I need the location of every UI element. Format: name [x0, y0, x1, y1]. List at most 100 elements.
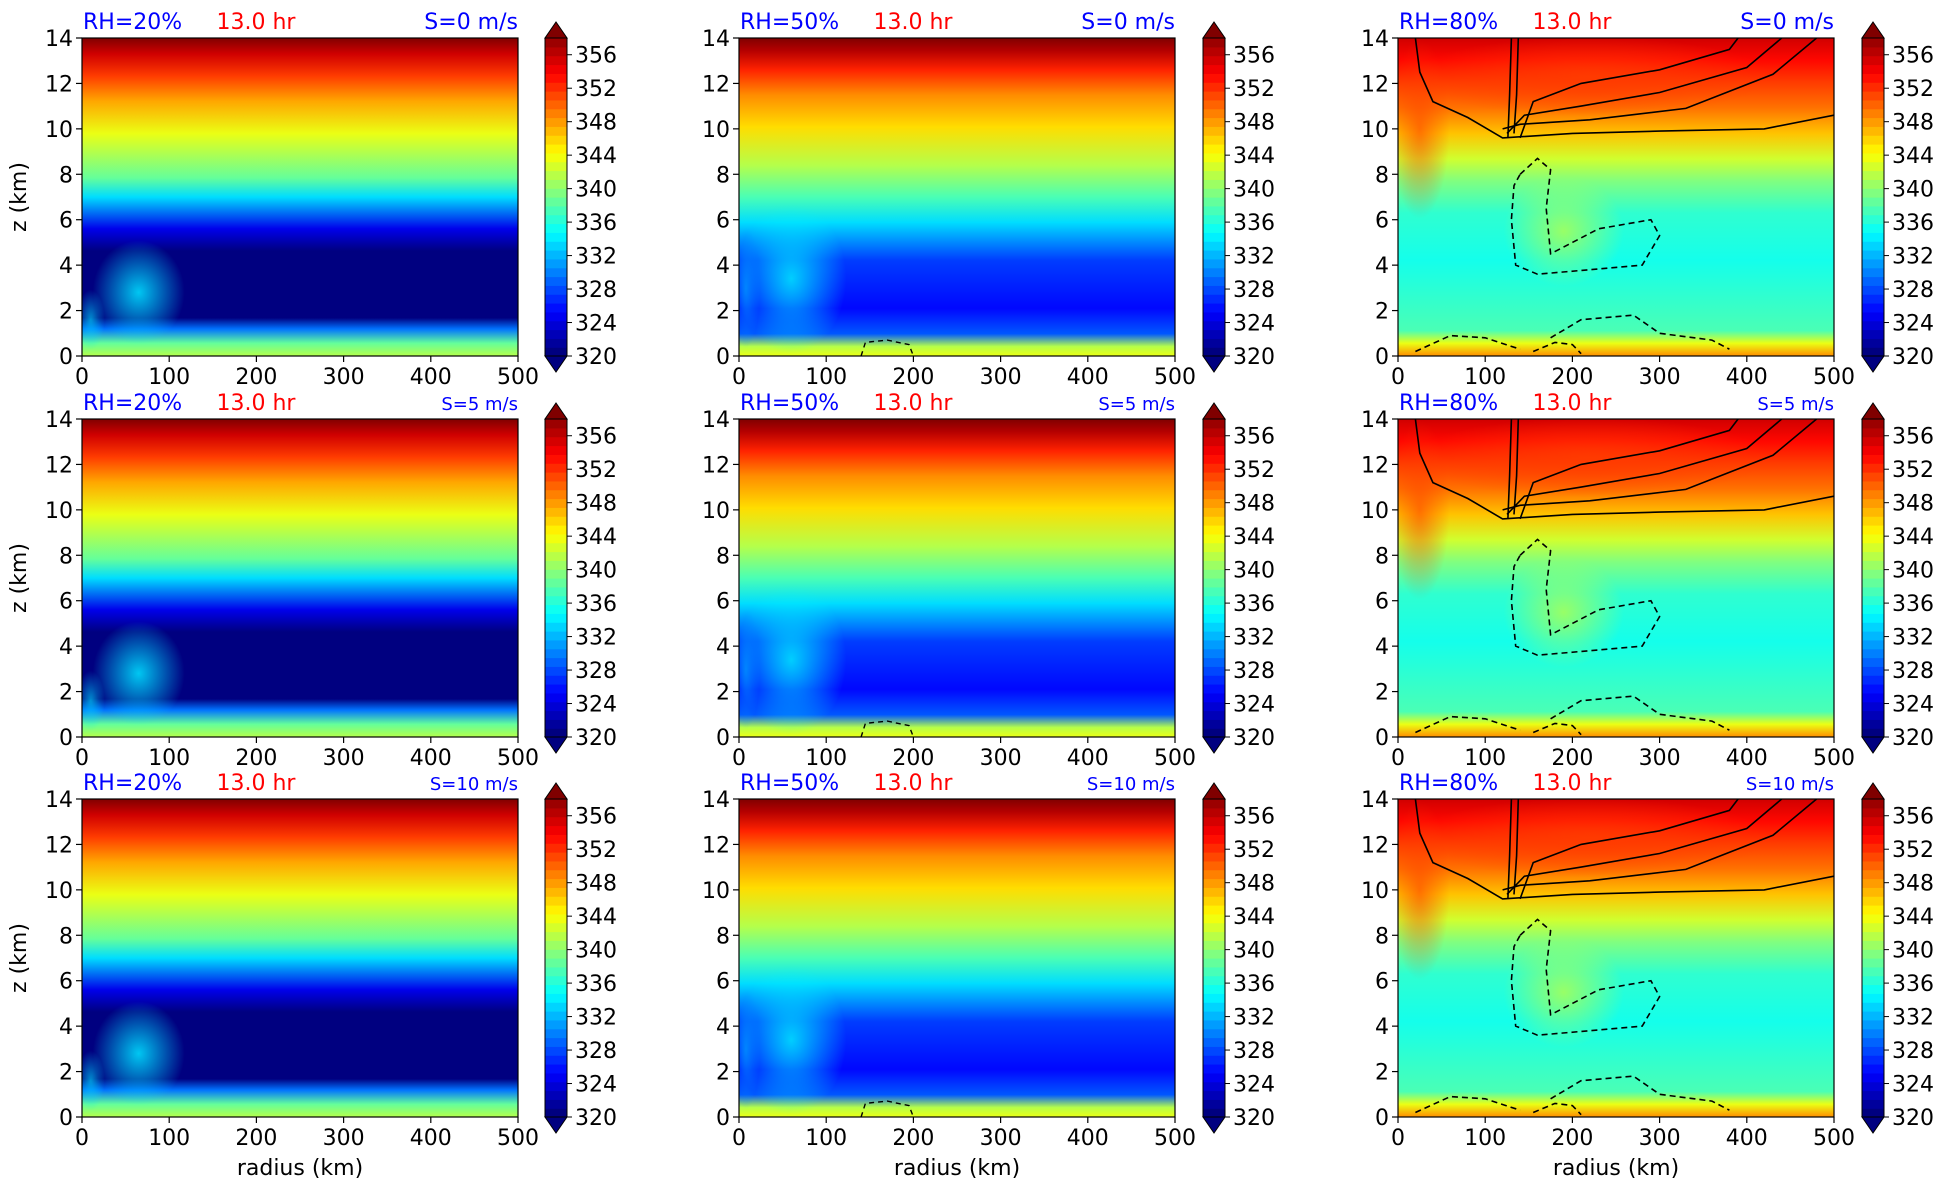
- colorbar-band: [545, 214, 567, 225]
- colorbar-band: [1203, 258, 1225, 269]
- colorbar-band: [1862, 896, 1884, 906]
- mid-level-anomaly: [1503, 176, 1624, 287]
- colorbar: 356 352 348 344 340 336 332 328 324 320: [544, 402, 617, 754]
- colorbar-extend-min: [544, 355, 568, 373]
- colorbar-band: [1203, 276, 1225, 286]
- colorbar-band: [1203, 267, 1225, 278]
- colorbar-band: [1862, 463, 1884, 473]
- x-axis-label: radius (km): [1553, 1156, 1679, 1181]
- rh-label: RH=50%: [740, 391, 839, 416]
- colorbar-band: [545, 454, 567, 464]
- colorbar-band: [545, 913, 567, 924]
- x-tick-label: 100: [805, 1126, 847, 1151]
- plot-frame: [738, 798, 1176, 1118]
- colorbar-tick-label: 328: [1233, 278, 1275, 303]
- colorbar-band: [545, 311, 567, 322]
- shear-label: S=0 m/s: [1740, 10, 1834, 35]
- y-tick-label: 4: [716, 254, 730, 279]
- colorbar-tick-label: 320: [575, 726, 617, 751]
- time-label: 13.0 hr: [1533, 391, 1613, 416]
- colorbar-band: [545, 1055, 567, 1065]
- colorbar-band: [1862, 631, 1884, 641]
- colorbar-extend-max: [1861, 782, 1885, 800]
- colorbar-band: [1203, 161, 1225, 172]
- x-tick-label: 300: [323, 746, 365, 771]
- colorbar-band: [1203, 622, 1225, 632]
- y-tick-label: 4: [1375, 1015, 1389, 1040]
- dashed-contour: [1415, 334, 1521, 353]
- panel-1-0: 0 100 200 300 400 500 0 2 4 6 8 10 12 14 RH=20% 13.0 hr…: [7, 391, 617, 771]
- x-tick-label: 200: [235, 1126, 277, 1151]
- colorbar-tick-label: 324: [575, 1073, 617, 1098]
- colorbar-tick-label: 336: [575, 592, 617, 617]
- colorbar-band: [545, 666, 567, 676]
- plume-anomaly: [92, 1001, 185, 1106]
- dashed-contour: [1510, 157, 1661, 276]
- plot-frame: [738, 37, 1176, 357]
- colorbar-band: [1203, 516, 1225, 526]
- colorbar-band: [1203, 551, 1225, 561]
- colorbar-band: [1862, 657, 1884, 667]
- line-contours: [860, 720, 915, 737]
- colorbar-band: [545, 834, 567, 844]
- colorbar-band: [545, 320, 567, 331]
- colorbar-band: [1203, 445, 1225, 455]
- rh-label: RH=20%: [83, 10, 182, 35]
- colorbar-band: [1862, 117, 1884, 127]
- colorbar-tick-label: 344: [1233, 905, 1275, 930]
- x-tick-label: 300: [980, 1126, 1022, 1151]
- colorbar-band: [1862, 329, 1884, 339]
- x-tick-label: 0: [75, 365, 89, 390]
- colorbar-band: [1862, 108, 1884, 119]
- colorbar-band: [1203, 170, 1225, 180]
- colorbar-band: [1203, 1099, 1225, 1109]
- colorbar-extend-min: [1861, 355, 1885, 373]
- x-tick-label: 400: [1067, 1126, 1109, 1151]
- y-tick-label: 12: [1361, 453, 1389, 478]
- colorbar-band: [545, 55, 567, 66]
- colorbar-band: [1862, 949, 1884, 959]
- colorbar-tick-label: 328: [1233, 1039, 1275, 1064]
- colorbar-extend-min: [1861, 736, 1885, 754]
- y-tick-label: 2: [59, 681, 73, 706]
- colorbar-tick-label: 340: [1892, 939, 1934, 964]
- colorbar-band: [545, 267, 567, 278]
- x-tick-label: 300: [980, 365, 1022, 390]
- colorbar-band: [1203, 320, 1225, 331]
- x-tick-label: 300: [1639, 746, 1681, 771]
- colorbar-tick-label: 344: [1233, 525, 1275, 550]
- colorbar-band: [1862, 710, 1884, 720]
- colorbar-band: [1862, 91, 1884, 101]
- y-tick-label: 4: [716, 635, 730, 660]
- y-tick-label: 6: [59, 970, 73, 995]
- colorbar-band: [1203, 463, 1225, 473]
- panel-2-1: 0 100 200 300 400 500 0 2 4 6 8 10 12 14 RH=50% 13.0 hr…: [702, 771, 1275, 1181]
- colorbar-tick-label: 332: [575, 1006, 617, 1031]
- colorbar-band: [545, 99, 567, 110]
- colorbar-band: [1862, 436, 1884, 447]
- colorbar: 356 352 348 344 340 336 332 328 324 320: [1202, 402, 1275, 754]
- colorbar-band: [545, 294, 567, 304]
- colorbar-band: [1203, 533, 1225, 544]
- colorbar-band: [1203, 860, 1225, 871]
- colorbar-band: [545, 516, 567, 526]
- colorbar-tick-label: 348: [575, 111, 617, 136]
- shear-label: S=5 m/s: [1098, 394, 1175, 415]
- colorbar-band: [1862, 294, 1884, 304]
- colorbar-band: [1203, 1019, 1225, 1030]
- dashed-contour: [1532, 722, 1582, 736]
- dashed-contour: [860, 1100, 915, 1117]
- solid-contour: [1414, 419, 1834, 520]
- colorbar-band: [1862, 604, 1884, 614]
- colorbar-band: [545, 984, 567, 994]
- x-tick-label: 400: [410, 1126, 452, 1151]
- colorbar-band: [545, 1046, 567, 1056]
- colorbar-band: [1203, 728, 1225, 738]
- colorbar-tick-label: 356: [575, 805, 617, 830]
- x-tick-label: 100: [148, 746, 190, 771]
- y-tick-label: 4: [59, 635, 73, 660]
- colorbar-tick-label: 348: [575, 492, 617, 517]
- colorbar-tick-label: 328: [1892, 659, 1934, 684]
- colorbar-band: [1203, 108, 1225, 119]
- colorbar-extend-min: [1202, 736, 1226, 754]
